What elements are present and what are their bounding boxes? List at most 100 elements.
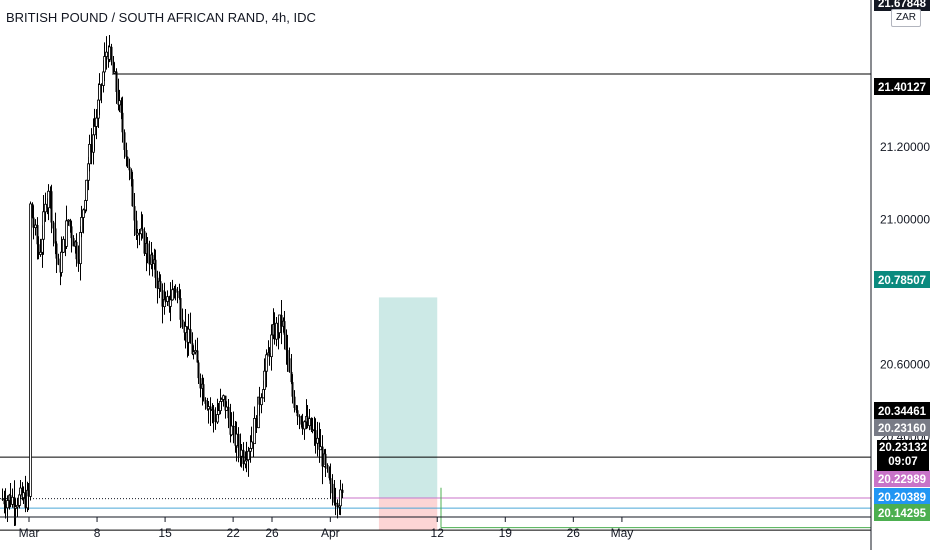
candle-body-149 <box>247 450 250 461</box>
current-price-value: 20.23132 <box>879 442 927 454</box>
candle-body-133 <box>220 399 223 402</box>
candle-body-66 <box>110 46 113 62</box>
candle-body-202 <box>334 502 337 504</box>
candle-body-148 <box>245 459 248 462</box>
profit-zone <box>378 297 438 499</box>
candle-body-135 <box>224 395 227 411</box>
candle-body-60 <box>100 84 103 86</box>
candle-body-178 <box>295 407 298 411</box>
x-tick-9: May <box>611 526 634 540</box>
current-price-tag: 20.23132 09:07 <box>877 440 929 471</box>
candle-body-179 <box>296 410 299 417</box>
candle-body-205 <box>339 489 342 507</box>
candle-body-191 <box>316 437 319 444</box>
x-tick-1: 8 <box>94 526 101 540</box>
candle-body-188 <box>311 429 314 432</box>
bar-countdown: 09:07 <box>888 456 918 468</box>
candle-body-197 <box>326 464 329 469</box>
candle-body-109 <box>181 319 184 328</box>
candle-body-37 <box>62 238 65 253</box>
x-tick-8: 26 <box>567 526 581 540</box>
candle-body-67 <box>112 61 115 73</box>
candle-body-78 <box>130 170 133 180</box>
price-tag-bg-6 <box>874 488 930 505</box>
candle-body-181 <box>300 416 303 425</box>
candle-body-113 <box>187 328 190 343</box>
candle-body-142 <box>235 433 238 447</box>
candle-body-177 <box>293 396 296 408</box>
candle-body-73 <box>121 112 124 133</box>
candle-body-48 <box>80 217 83 233</box>
candle-body-59 <box>98 84 101 101</box>
candle-body-26 <box>44 203 47 213</box>
candle-body-22 <box>37 244 40 255</box>
candle-body-71 <box>118 100 121 106</box>
candle-body-119 <box>197 362 200 379</box>
candle-body-122 <box>202 384 205 400</box>
candle-body-25 <box>42 211 45 240</box>
candle-body-118 <box>196 350 199 363</box>
candle-body-17 <box>29 203 32 497</box>
candle-body-91 <box>151 254 154 264</box>
candle-body-134 <box>222 395 225 400</box>
candle-body-114 <box>189 329 192 344</box>
candle-body-62 <box>103 56 106 73</box>
currency-button[interactable]: ZAR <box>891 9 921 27</box>
candle-body-51 <box>85 179 88 201</box>
candle-body-13 <box>22 492 25 499</box>
candle-body-145 <box>240 449 243 457</box>
candle-body-70 <box>117 91 120 105</box>
candle-body-125 <box>207 406 210 410</box>
candle-body-151 <box>250 441 253 449</box>
candle-body-83 <box>138 233 141 235</box>
candle-body-14 <box>24 492 27 508</box>
candle-body-201 <box>333 493 336 503</box>
candle-body-69 <box>115 71 118 92</box>
candle-body-54 <box>90 144 93 153</box>
candle-body-176 <box>291 382 294 397</box>
candle-body-0 <box>1 498 4 500</box>
candle-body-168 <box>278 314 281 334</box>
candle-body-192 <box>318 438 321 450</box>
time-axis[interactable]: Mar 8 15 22 26 Apr 12 19 26 May <box>19 517 634 540</box>
candles-layer <box>1 34 344 526</box>
candle-body-129 <box>214 418 217 423</box>
candle-body-79 <box>131 179 134 207</box>
candle-body-49 <box>82 209 85 218</box>
candle-body-57 <box>95 117 98 127</box>
candle-body-23 <box>39 251 42 255</box>
price-tag-bg-5 <box>874 470 930 487</box>
candle-body-21 <box>36 225 39 245</box>
price-tag-7: 20.14295 <box>878 508 927 520</box>
x-tick-4: 26 <box>265 526 279 540</box>
candle-body-9 <box>16 504 19 508</box>
candle-body-126 <box>209 406 212 410</box>
candle-body-76 <box>126 156 129 167</box>
candle-body-115 <box>191 343 194 354</box>
candle-body-2 <box>4 504 7 508</box>
candle-body-34 <box>57 258 60 265</box>
candle-body-7 <box>13 497 16 509</box>
candle-body-89 <box>148 257 151 265</box>
candle-body-203 <box>336 503 339 508</box>
candle-body-111 <box>184 326 187 334</box>
candle-body-36 <box>60 251 63 273</box>
candle-body-82 <box>136 232 139 236</box>
candle-body-200 <box>331 483 334 494</box>
candle-body-187 <box>310 418 313 430</box>
price-tag-1: 21.40127 <box>878 82 926 94</box>
candle-body-3 <box>6 500 9 509</box>
candle-body-166 <box>275 322 278 340</box>
candle-body-137 <box>227 407 230 419</box>
candle-body-32 <box>54 228 57 244</box>
price-tag-6: 20.20389 <box>878 492 926 504</box>
candle-body-182 <box>301 424 304 429</box>
candle-body-136 <box>225 406 228 411</box>
candle-body-186 <box>308 418 311 427</box>
candle-body-20 <box>34 224 37 229</box>
x-tick-0: Mar <box>19 526 40 540</box>
candle-body-156 <box>258 397 261 405</box>
candle-body-99 <box>164 299 167 302</box>
